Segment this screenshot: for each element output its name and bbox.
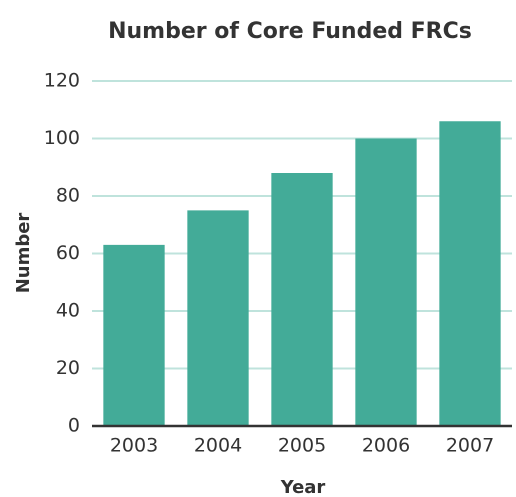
y-tick-label: 100 <box>44 127 80 149</box>
x-tick-label: 2005 <box>278 435 326 457</box>
bar <box>355 138 417 426</box>
bar <box>187 210 249 426</box>
y-tick-label: 120 <box>44 70 80 92</box>
bar <box>439 121 501 426</box>
x-tick-label: 2004 <box>194 435 242 457</box>
y-axis-label: Number <box>13 213 34 294</box>
y-tick-label: 80 <box>56 185 80 207</box>
x-tick-label: 2003 <box>110 435 158 457</box>
chart-title: Number of Core Funded FRCs <box>108 19 472 44</box>
x-tick-label: 2007 <box>446 435 494 457</box>
bar <box>271 173 333 426</box>
x-axis-label: Year <box>280 477 326 497</box>
y-tick-label: 0 <box>68 415 80 437</box>
y-tick-label: 60 <box>56 242 80 264</box>
x-tick-label: 2006 <box>362 435 410 457</box>
bar <box>103 244 165 426</box>
y-tick-label: 40 <box>56 300 80 322</box>
y-tick-label: 20 <box>56 357 80 379</box>
